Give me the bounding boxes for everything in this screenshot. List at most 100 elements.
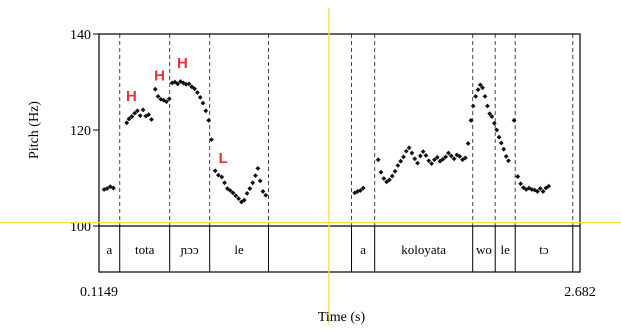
pitch-point: [423, 153, 429, 158]
pitch-point: [498, 140, 504, 146]
pitch-point: [468, 118, 474, 123]
pitch-point: [487, 111, 493, 117]
pitch-point: [535, 189, 540, 194]
pitch-point: [446, 150, 451, 156]
pitch-point: [152, 86, 158, 92]
pitch-point: [494, 127, 500, 133]
segment-label: a: [360, 242, 366, 257]
pitch-point: [215, 172, 221, 178]
pitch-point: [352, 190, 358, 196]
pitch-point: [454, 152, 460, 158]
pitch-point: [429, 161, 435, 166]
pitch-point: [164, 99, 169, 105]
pitch-point: [197, 94, 203, 100]
pitch-point: [224, 186, 230, 191]
pitch-point: [392, 168, 398, 174]
pitch-point: [253, 173, 258, 178]
y-axis-label: Pitch (Hz): [27, 101, 42, 159]
pitch-point: [378, 169, 384, 175]
segment-label: wo: [476, 242, 492, 257]
segment-label: a: [106, 242, 112, 257]
pitch-point: [244, 190, 250, 196]
axis-labels: Pitch (Hz) Time (s) 0.1149 2.682: [27, 101, 596, 325]
pitch-point: [496, 134, 502, 140]
pitch-point: [169, 80, 175, 86]
pitch-point: [166, 96, 172, 102]
pitch-point: [101, 187, 107, 192]
plot-frame: 100 120 140: [70, 28, 581, 273]
pitch-point: [132, 110, 138, 116]
pitch-point: [111, 185, 116, 191]
pitch-point: [236, 196, 242, 202]
pitch-point: [546, 183, 552, 189]
segment-label: tota: [135, 242, 155, 257]
pitch-point: [426, 158, 432, 164]
y-tick-label: 100: [70, 220, 91, 235]
pitch-point: [432, 157, 437, 163]
pitch-point: [135, 108, 140, 114]
segment-label: tɔ: [539, 242, 549, 257]
pitch-point: [194, 90, 200, 95]
pitch-point: [420, 149, 426, 154]
pitch-point: [241, 197, 247, 203]
segment-label: le: [234, 242, 244, 257]
pitch-point: [206, 118, 212, 123]
pitch-point: [219, 174, 225, 180]
pitch-point: [451, 156, 457, 162]
pitch-point: [375, 157, 381, 163]
pitch-point: [175, 81, 181, 87]
pitch-point: [403, 148, 409, 154]
pitch-point: [107, 184, 113, 190]
pitch-point: [233, 193, 239, 199]
pitch-point: [146, 112, 152, 118]
pitch-point: [491, 120, 497, 126]
pitch-point: [480, 85, 485, 91]
tone-label: H: [126, 88, 137, 105]
tone-label: H: [177, 55, 188, 72]
pitch-point: [511, 118, 517, 123]
pitch-point: [518, 181, 524, 187]
pitch-point: [255, 166, 261, 171]
pitch-point: [358, 188, 363, 193]
pitch-point: [465, 141, 471, 146]
pitch-point: [104, 186, 110, 191]
pitch-point: [212, 168, 218, 174]
pitch-point: [440, 156, 446, 162]
pitch-point: [381, 176, 387, 181]
x-tick-label-end: 2.682: [564, 285, 596, 300]
y-tick-label: 120: [70, 124, 91, 139]
pitch-point: [485, 103, 490, 109]
pitch-point: [129, 114, 135, 119]
pitch-point: [448, 153, 454, 159]
pitch-point: [222, 180, 227, 186]
pitch-point: [506, 158, 511, 164]
pitch-point: [192, 86, 197, 92]
pitch-point: [470, 103, 476, 109]
pitch-point: [503, 154, 509, 159]
pitch-point: [540, 189, 546, 194]
pitch-point: [178, 79, 183, 84]
pitch-point: [406, 145, 412, 151]
pitch-point: [515, 174, 521, 179]
pitch-point: [443, 154, 449, 160]
cursor-crosshair[interactable]: [0, 8, 621, 325]
pitch-point: [473, 94, 479, 99]
pitch-point: [501, 146, 507, 152]
pitch-point: [126, 116, 132, 122]
pitch-point: [489, 114, 495, 119]
pitch-point: [395, 163, 401, 168]
x-axis-label: Time (s): [318, 310, 366, 325]
plot-border: [98, 33, 581, 273]
pitch-point: [477, 82, 483, 88]
segment-label: ɲɔɔ: [180, 242, 199, 257]
pitch-point: [140, 107, 146, 113]
pitch-point: [398, 158, 404, 164]
grid-layer: [119, 34, 574, 226]
pitch-point: [124, 120, 130, 126]
pitch-point: [209, 137, 214, 142]
pitch-point: [257, 178, 263, 184]
pitch-point: [155, 94, 161, 99]
pitch-point: [186, 81, 192, 87]
